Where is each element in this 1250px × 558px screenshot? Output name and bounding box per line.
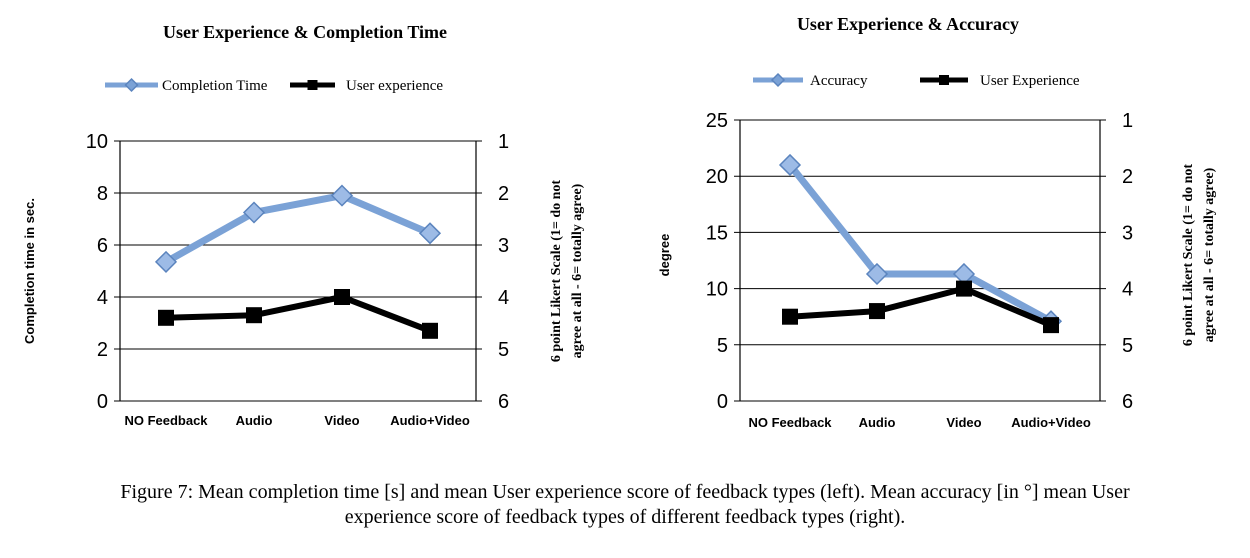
caption-line-1: Figure 7: Mean completion time [s] and m… <box>120 481 1130 503</box>
data-point-square <box>158 309 174 326</box>
y-tick-label: 0 <box>97 391 108 413</box>
y-tick-label: 4 <box>97 287 108 309</box>
legend-label: User experience <box>346 78 443 94</box>
y2-tick-label: 3 <box>1122 222 1133 244</box>
data-point-square <box>956 280 972 297</box>
legend-diamond-marker <box>770 72 786 88</box>
right-chart-y2-axis-label: 6 point Likert Scale (1= do not <box>1181 164 1196 347</box>
left-chart: User Experience & Completion Time Complet… <box>22 22 585 428</box>
y2-tick-label: 1 <box>498 131 509 153</box>
y-tick-label: 10 <box>706 279 728 301</box>
x-tick-label: NO Feedback <box>748 415 832 430</box>
y2-tick-label: 5 <box>498 339 509 361</box>
y2-tick-label: 2 <box>1122 166 1133 188</box>
y2-tick-label: 2 <box>498 183 509 205</box>
y2-tick-label: 4 <box>498 287 509 309</box>
y-tick-label: 6 <box>97 235 108 257</box>
right-chart-legend-item: Accuracy <box>753 72 868 89</box>
right-chart-y-axis-label: degree <box>657 234 672 277</box>
right-chart-y2-axis-label: agree at all - 6= totally agree) <box>1202 167 1217 342</box>
y-tick-label: 0 <box>717 391 728 413</box>
right-chart: User Experience & Accuracy Accuracy User E… <box>657 14 1217 430</box>
data-point-diamond <box>418 222 442 245</box>
data-point-square <box>334 289 350 305</box>
data-point-square <box>782 308 798 325</box>
data-point-square <box>1043 317 1059 334</box>
left-chart-y2-axis-label: agree at all - 6= totally agree) <box>570 183 585 358</box>
figure-caption: Figure 7: Mean completion time [s] and m… <box>0 480 1250 530</box>
x-tick-label: Video <box>946 415 981 430</box>
x-tick-label: Audio <box>859 415 896 430</box>
series-line-accuracy <box>787 162 1053 325</box>
left-chart-legend-item: User experience <box>290 78 443 94</box>
y-tick-label: 10 <box>86 131 108 153</box>
y2-tick-label: 4 <box>1122 279 1133 301</box>
right-chart-legend-item: User Experience <box>920 73 1080 89</box>
x-tick-label: NO Feedback <box>124 413 208 428</box>
y-tick-label: 2 <box>97 339 108 361</box>
figure: User Experience & Completion Time Complet… <box>22 14 1217 430</box>
legend-square-marker <box>307 80 318 90</box>
data-point-square <box>246 307 262 324</box>
y2-tick-label: 3 <box>498 235 509 257</box>
x-tick-label: Audio+Video <box>390 413 470 428</box>
legend-label: Completion Time <box>162 78 268 94</box>
y-tick-label: 20 <box>706 166 728 188</box>
legend-label: User Experience <box>980 73 1080 89</box>
legend-diamond-marker <box>124 77 139 93</box>
caption-line-2: experience score of feedback types of di… <box>344 506 906 528</box>
y-tick-label: 8 <box>97 183 108 205</box>
y2-tick-label: 1 <box>1122 110 1133 132</box>
left-chart-y2-axis-label: 6 point Likert Scale (1= do not <box>549 180 564 363</box>
data-point-diamond <box>865 262 889 286</box>
series-line-user-experience <box>789 285 1053 328</box>
y-tick-label: 5 <box>717 335 728 357</box>
series-line-user-experience <box>165 294 432 334</box>
x-tick-label: Audio+Video <box>1011 415 1091 430</box>
data-point-diamond <box>242 201 266 224</box>
data-point-diamond <box>330 184 354 207</box>
x-tick-label: Video <box>324 413 359 428</box>
y2-tick-label: 6 <box>1122 391 1133 413</box>
x-tick-label: Audio <box>236 413 273 428</box>
data-point-diamond <box>154 250 178 273</box>
y-tick-label: 15 <box>706 222 728 244</box>
data-point-square <box>422 322 438 339</box>
y2-tick-label: 5 <box>1122 335 1133 357</box>
right-chart-title: User Experience & Accuracy <box>797 14 1019 34</box>
series-line-completion-time <box>164 192 432 265</box>
y-tick-label: 25 <box>706 110 728 132</box>
left-chart-legend-item: Completion Time <box>105 77 268 94</box>
data-point-square <box>869 303 885 320</box>
y2-tick-label: 6 <box>498 391 509 413</box>
data-point-diamond <box>778 153 802 177</box>
legend-label: Accuracy <box>810 73 868 89</box>
left-chart-title: User Experience & Completion Time <box>163 22 447 42</box>
left-chart-y-axis-label: Completion time in sec. <box>22 198 37 344</box>
legend-square-marker <box>939 75 949 85</box>
